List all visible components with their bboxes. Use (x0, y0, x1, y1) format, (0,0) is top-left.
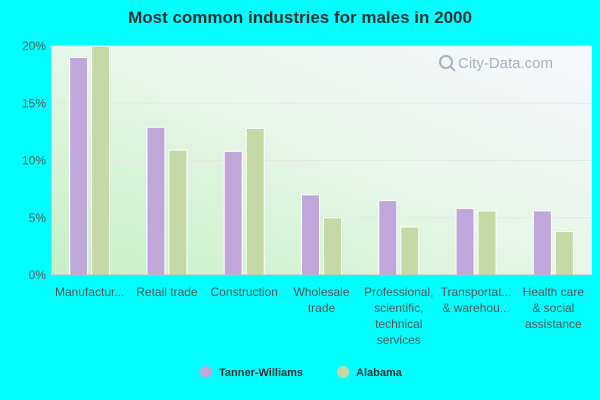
bar-alabama[interactable] (245, 127, 265, 276)
x-tick-label: assistance (525, 317, 582, 331)
bar-tanner-williams[interactable] (532, 210, 552, 276)
search-icon (439, 55, 456, 72)
x-tick-label: services (377, 333, 421, 347)
legend-label: Alabama (356, 367, 403, 379)
bar-tanner-williams[interactable] (69, 56, 89, 276)
bar-alabama[interactable] (554, 230, 574, 276)
watermark-text: City-Data.com (458, 55, 553, 72)
y-tick-label: 5% (29, 211, 47, 225)
bar-tanner-williams[interactable] (223, 150, 243, 276)
y-tick-label: 0% (29, 268, 47, 282)
x-tick-label: Construction (211, 285, 278, 299)
bar-tanner-williams[interactable] (146, 126, 166, 276)
x-tick-label: Transportat... (441, 285, 512, 299)
chart-title: Most common industries for males in 2000 (128, 8, 472, 27)
x-tick-label: trade (308, 301, 336, 315)
bar-alabama[interactable] (91, 45, 111, 276)
y-tick-label: 15% (22, 96, 46, 110)
bar-tanner-williams[interactable] (301, 194, 320, 276)
x-tick-label: scientific, (374, 301, 423, 315)
watermark: City-Data.com (439, 55, 553, 72)
bar-alabama[interactable] (400, 226, 420, 276)
y-tick-label: 20% (22, 39, 46, 53)
bar-tanner-williams[interactable] (378, 200, 398, 276)
bar-alabama[interactable] (323, 217, 342, 276)
legend-swatch (337, 366, 349, 378)
x-tick-label: technical (375, 317, 422, 331)
x-tick-label: Wholesale (293, 285, 349, 299)
bar-alabama[interactable] (168, 149, 188, 276)
y-tick-label: 10% (22, 154, 46, 168)
x-tick-label: & warehou... (442, 301, 509, 315)
x-tick-label: Health care (523, 285, 585, 299)
legend-swatch (200, 366, 212, 378)
bar-alabama[interactable] (477, 210, 497, 276)
legend-label: Tanner-Williams (219, 367, 303, 379)
x-tick-label: Professional, (364, 285, 433, 299)
x-tick-label: Retail trade (136, 285, 198, 299)
x-tick-label: Manufactur... (55, 285, 124, 299)
bar-tanner-williams[interactable] (455, 208, 475, 276)
x-tick-label: & social (532, 301, 574, 315)
